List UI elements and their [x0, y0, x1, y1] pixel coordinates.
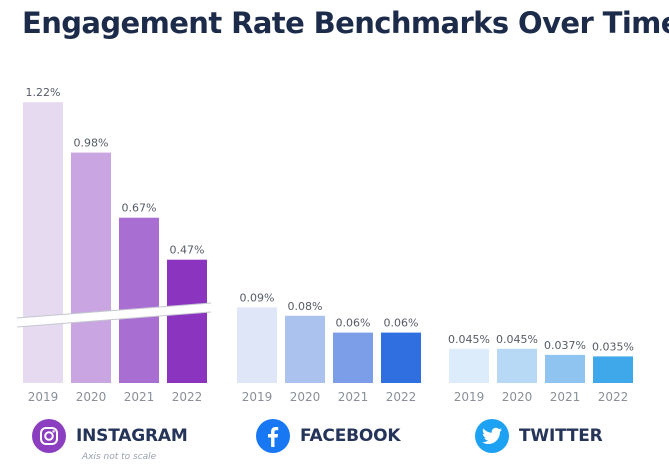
instagram-year-label: 2022 [172, 390, 203, 404]
chart-title: Engagement Rate Benchmarks Over Time [22, 6, 669, 40]
instagram-year-label: 2020 [76, 390, 107, 404]
legend-facebook: FACEBOOK [256, 418, 401, 454]
twitter-value-label: 0.045% [496, 333, 538, 346]
facebook-year-label: 2019 [242, 390, 273, 404]
twitter-bar-2022 [593, 356, 633, 383]
instagram-icon [32, 419, 66, 453]
facebook-year-label: 2022 [386, 390, 417, 404]
twitter-year-label: 2019 [454, 390, 485, 404]
instagram-value-label: 0.67% [122, 202, 157, 215]
axis-break-line [16, 311, 212, 328]
instagram-bar-2020 [71, 152, 111, 383]
facebook-icon [256, 419, 290, 453]
instagram-value-label: 0.47% [170, 244, 205, 257]
twitter-bar-2019 [449, 348, 489, 383]
facebook-year-label: 2021 [338, 390, 369, 404]
legend-twitter: TWITTER [475, 418, 603, 454]
instagram-value-label: 0.98% [74, 137, 109, 150]
instagram-bar-2021 [119, 217, 159, 383]
facebook-bar-2021 [333, 332, 373, 383]
facebook-label: FACEBOOK [300, 426, 401, 446]
twitter-year-label: 2021 [550, 390, 581, 404]
facebook-bar-2020 [285, 315, 325, 383]
facebook-value-label: 0.06% [384, 317, 419, 330]
facebook-bar-2019 [237, 307, 277, 383]
twitter-label: TWITTER [519, 426, 603, 446]
instagram-year-label: 2021 [124, 390, 155, 404]
twitter-value-label: 0.037% [544, 339, 586, 352]
axis-break-line [16, 302, 212, 319]
twitter-value-label: 0.035% [592, 340, 634, 353]
twitter-value-label: 0.045% [448, 333, 490, 346]
axis-break-band [17, 303, 211, 327]
twitter-year-label: 2020 [502, 390, 533, 404]
twitter-bar-2021 [545, 354, 585, 383]
instagram-label: INSTAGRAM [76, 426, 188, 446]
twitter-bar-2020 [497, 348, 537, 383]
facebook-value-label: 0.08% [288, 300, 323, 313]
facebook-value-label: 0.09% [240, 291, 275, 304]
instagram-value-label: 1.22% [26, 86, 61, 99]
twitter-year-label: 2022 [598, 390, 629, 404]
facebook-year-label: 2020 [290, 390, 321, 404]
instagram-year-label: 2019 [28, 390, 59, 404]
axis-note: Axis not to scale [82, 452, 157, 462]
instagram-bar-2019 [23, 102, 63, 383]
facebook-value-label: 0.06% [336, 317, 371, 330]
facebook-bar-2022 [381, 332, 421, 383]
legend-instagram: INSTAGRAM [32, 418, 188, 454]
twitter-icon [475, 419, 509, 453]
instagram-bar-2022 [167, 259, 207, 383]
